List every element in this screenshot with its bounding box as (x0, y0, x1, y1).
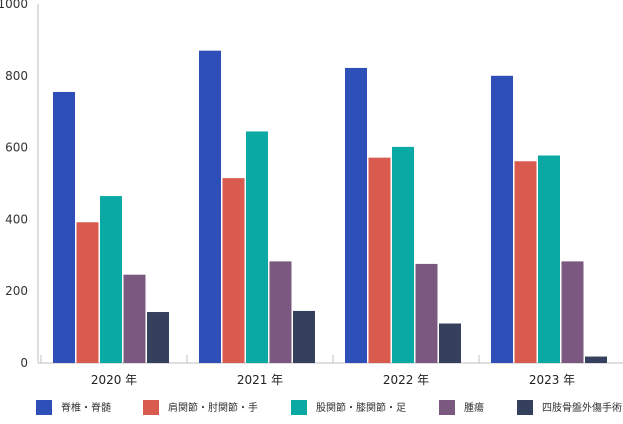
legend-label: 肩関節・肘関節・手 (168, 401, 258, 414)
legend-label: 脊椎・脊髄 (61, 401, 111, 414)
bar (439, 323, 461, 363)
legend-label: 四肢骨盤外傷手術 (542, 401, 622, 414)
bar (246, 131, 268, 363)
bar (368, 157, 391, 363)
legend-swatch (36, 400, 52, 415)
bar (76, 222, 99, 363)
bar (222, 178, 245, 363)
bar (100, 196, 122, 363)
x-tick-label: 2021 年 (237, 373, 283, 387)
x-tick-label: 2022 年 (383, 373, 429, 387)
y-tick-label: 600 (5, 141, 28, 155)
bar (199, 50, 221, 364)
legend-swatch (143, 400, 159, 415)
bar (269, 261, 292, 363)
x-tick-label: 2020 年 (91, 373, 137, 387)
legend-label: 股関節・膝関節・足 (316, 401, 406, 414)
y-tick-label: 800 (5, 69, 28, 83)
bar (561, 261, 584, 363)
legend-swatch (517, 400, 533, 415)
bar (123, 274, 146, 363)
bar (491, 75, 513, 364)
y-tick-label: 1000 (0, 0, 28, 11)
x-tick-label: 2023 年 (529, 373, 575, 387)
bar (293, 310, 315, 363)
bar (147, 312, 169, 363)
bar (53, 91, 75, 363)
bar (345, 67, 367, 363)
bar (538, 155, 560, 363)
y-tick-label: 400 (5, 212, 28, 226)
bar (585, 356, 607, 363)
bar (392, 146, 414, 363)
legend-swatch (291, 400, 307, 415)
y-tick-label: 200 (5, 284, 28, 298)
y-tick-label: 0 (20, 356, 28, 370)
bar (514, 161, 537, 363)
legend-swatch (439, 400, 455, 415)
legend-label: 腫瘍 (464, 401, 484, 414)
bar (415, 263, 438, 363)
